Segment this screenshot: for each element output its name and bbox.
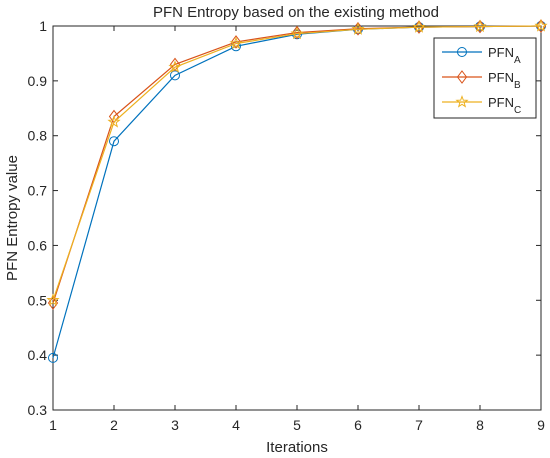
y-tick-label: 0.6 [28,237,48,253]
series-c [46,19,548,306]
data-point-c [473,19,487,33]
y-tick-label: 0.3 [28,402,48,418]
data-point-c [412,20,426,33]
x-tick-label: 2 [110,417,118,433]
y-tick-label: 0.5 [28,292,48,308]
legend: PFNA PFNB PFNC [433,37,537,119]
legend-label: PFNC [488,95,521,116]
y-tick-label: 0.9 [28,73,48,89]
data-point-c [534,19,548,32]
series-layer [46,19,548,363]
legend-box [433,37,537,119]
legend-label: PFNA [488,45,521,66]
y-tick-label: 0.7 [28,183,48,199]
data-point-b [352,21,364,36]
legend-marker [457,47,467,57]
data-point-a [48,352,58,363]
x-tick-label: 4 [232,417,240,433]
x-axis-label: Iterations [266,439,328,456]
x-tick-label: 5 [293,417,301,433]
data-point-b [230,35,242,49]
chart-title: PFN Entropy based on the existing method [153,4,439,21]
legend-marker [455,95,469,108]
axis-ticks: 1 2 3 4 5 6 7 8 9 0.3 0.4 0.5 0.6 0.7 0.8 0.9 1 [28,18,546,433]
x-tick-label: 7 [415,417,423,433]
x-tick-label: 3 [171,417,179,433]
data-point-c [290,26,304,40]
data-point-c [107,115,121,128]
legend-label: PFNB [488,70,521,91]
x-tick-label: 6 [354,417,362,433]
data-point-a [109,136,119,147]
x-tick-label: 8 [476,417,484,433]
y-tick-label: 1 [39,18,47,34]
x-tick-label: 1 [49,417,57,433]
legend-marker [456,70,468,84]
data-point-b [291,25,303,40]
y-axis-label: PFN Entropy value [4,155,21,281]
data-point-c [351,22,365,35]
y-tick-label: 0.8 [28,128,48,144]
data-point-c [229,36,243,50]
data-point-b [47,296,59,310]
x-tick-label: 9 [537,417,545,433]
data-point-c [168,60,182,73]
series-line-c [52,25,542,301]
data-point-c [46,293,60,306]
data-point-b [169,57,181,72]
y-tick-label: 0.4 [28,347,48,363]
